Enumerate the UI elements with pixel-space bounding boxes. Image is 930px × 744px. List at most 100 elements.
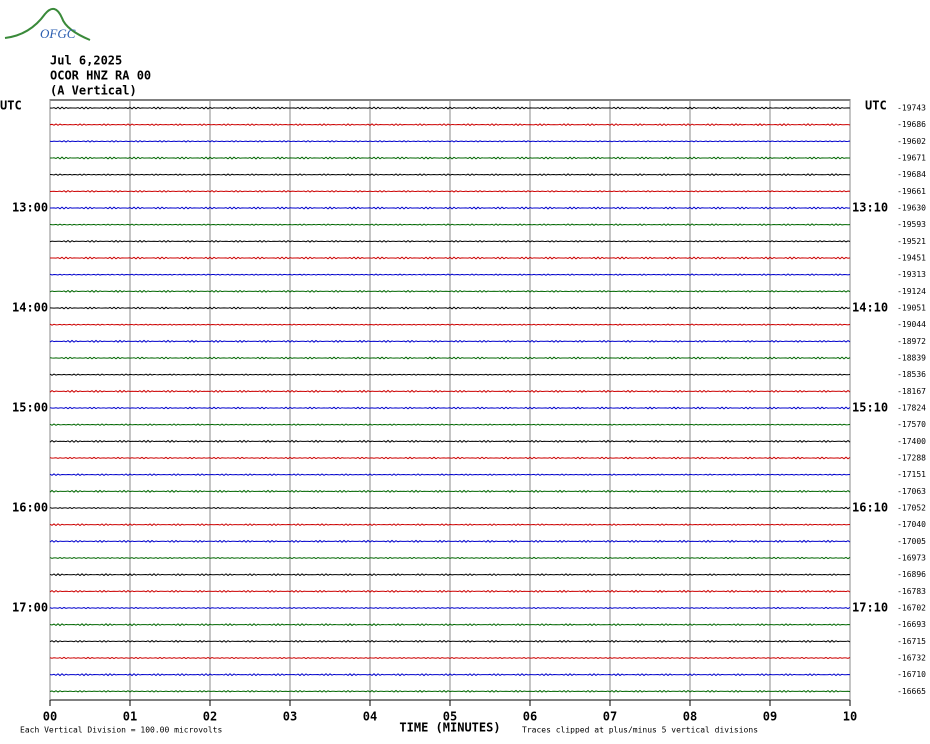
left-header: UTC bbox=[0, 99, 22, 113]
row-offset: -17040 bbox=[897, 520, 926, 529]
trace bbox=[49, 439, 851, 443]
row-offset: -17400 bbox=[897, 437, 926, 446]
row-offset: -17005 bbox=[897, 537, 926, 546]
trace bbox=[49, 373, 851, 376]
footer-right: Traces clipped at plus/minus 5 vertical … bbox=[522, 726, 758, 735]
row-offset: -16710 bbox=[897, 670, 926, 679]
trace bbox=[49, 223, 851, 227]
row-offset: -19743 bbox=[897, 104, 926, 113]
right-time-label: 15:10 bbox=[852, 401, 888, 415]
trace bbox=[49, 456, 851, 460]
right-time-label: 13:10 bbox=[852, 201, 888, 215]
row-offset: -19313 bbox=[897, 270, 926, 279]
trace bbox=[49, 356, 851, 360]
x-tick-label: 09 bbox=[763, 710, 777, 724]
trace bbox=[49, 656, 851, 660]
trace bbox=[49, 273, 851, 276]
row-offset: -19671 bbox=[897, 154, 926, 163]
title-line: OCOR HNZ RA 00 bbox=[50, 69, 151, 83]
row-offset: -19661 bbox=[897, 187, 926, 196]
right-header: UTC bbox=[865, 99, 887, 113]
trace bbox=[49, 289, 851, 293]
trace bbox=[49, 389, 851, 393]
row-offset: -19521 bbox=[897, 237, 926, 246]
trace bbox=[49, 673, 851, 677]
trace bbox=[49, 606, 851, 610]
row-offset: -16702 bbox=[897, 604, 926, 613]
x-tick-label: 08 bbox=[683, 710, 697, 724]
trace bbox=[49, 473, 851, 477]
trace bbox=[49, 339, 851, 343]
row-offset: -16693 bbox=[897, 620, 926, 629]
trace bbox=[49, 173, 851, 177]
row-offset: -19051 bbox=[897, 304, 926, 313]
logo-text: OFGC bbox=[40, 26, 76, 41]
trace bbox=[49, 140, 851, 143]
trace bbox=[49, 523, 851, 527]
x-tick-label: 10 bbox=[843, 710, 857, 724]
trace bbox=[49, 239, 851, 243]
row-offset: -18839 bbox=[897, 354, 926, 363]
left-time-label: 15:00 bbox=[12, 401, 48, 415]
footer-left: Each Vertical Division = 100.00 microvol… bbox=[20, 726, 222, 735]
row-offset: -18536 bbox=[897, 370, 926, 379]
row-offset: -19124 bbox=[897, 287, 926, 296]
title-line: (A Vertical) bbox=[50, 84, 137, 98]
row-offset: -19044 bbox=[897, 320, 926, 329]
left-time-label: 13:00 bbox=[12, 201, 48, 215]
trace bbox=[49, 423, 851, 426]
row-offset: -17052 bbox=[897, 504, 926, 513]
trace bbox=[50, 256, 851, 260]
trace bbox=[49, 506, 851, 510]
trace bbox=[49, 189, 851, 193]
right-time-label: 17:10 bbox=[852, 601, 888, 615]
row-offset: -17824 bbox=[897, 404, 926, 413]
trace bbox=[49, 489, 851, 493]
trace bbox=[49, 539, 851, 543]
row-offset: -19602 bbox=[897, 137, 926, 146]
right-time-label: 16:10 bbox=[852, 501, 888, 515]
row-offset: -16973 bbox=[897, 554, 926, 563]
right-time-label: 14:10 bbox=[852, 301, 888, 315]
row-offset: -18972 bbox=[897, 337, 926, 346]
x-tick-label: 05 bbox=[443, 710, 457, 724]
row-offset: -17063 bbox=[897, 487, 926, 496]
trace bbox=[49, 323, 851, 326]
left-time-label: 17:00 bbox=[12, 601, 48, 615]
trace bbox=[49, 623, 851, 627]
x-tick-label: 06 bbox=[523, 710, 537, 724]
trace bbox=[49, 689, 851, 693]
row-offset: -19451 bbox=[897, 254, 926, 263]
x-axis-label: TIME (MINUTES) bbox=[399, 721, 500, 735]
row-offset: -17151 bbox=[897, 470, 926, 479]
row-offset: -19593 bbox=[897, 220, 926, 229]
trace bbox=[49, 156, 851, 160]
row-offset: -16896 bbox=[897, 570, 926, 579]
x-tick-label: 01 bbox=[123, 710, 137, 724]
trace bbox=[49, 106, 851, 110]
row-offset: -16665 bbox=[897, 687, 926, 696]
trace bbox=[49, 556, 851, 560]
x-tick-label: 07 bbox=[603, 710, 617, 724]
row-offset: -16783 bbox=[897, 587, 926, 596]
trace bbox=[49, 206, 851, 210]
row-offset: -17570 bbox=[897, 420, 926, 429]
trace bbox=[49, 406, 851, 410]
x-tick-label: 00 bbox=[43, 710, 57, 724]
row-offset: -19630 bbox=[897, 204, 926, 213]
logo-arc bbox=[4, 7, 91, 41]
row-offset: -16715 bbox=[897, 637, 926, 646]
left-time-label: 16:00 bbox=[12, 501, 48, 515]
trace bbox=[49, 589, 851, 593]
row-offset: -19684 bbox=[897, 170, 926, 179]
row-offset: -19686 bbox=[897, 120, 926, 129]
title-line: Jul 6,2025 bbox=[50, 54, 122, 68]
trace bbox=[49, 306, 851, 310]
x-tick-label: 02 bbox=[203, 710, 217, 724]
trace bbox=[49, 123, 851, 127]
trace bbox=[49, 573, 851, 577]
row-offset: -17288 bbox=[897, 454, 926, 463]
x-tick-label: 04 bbox=[363, 710, 377, 724]
x-tick-label: 03 bbox=[283, 710, 297, 724]
